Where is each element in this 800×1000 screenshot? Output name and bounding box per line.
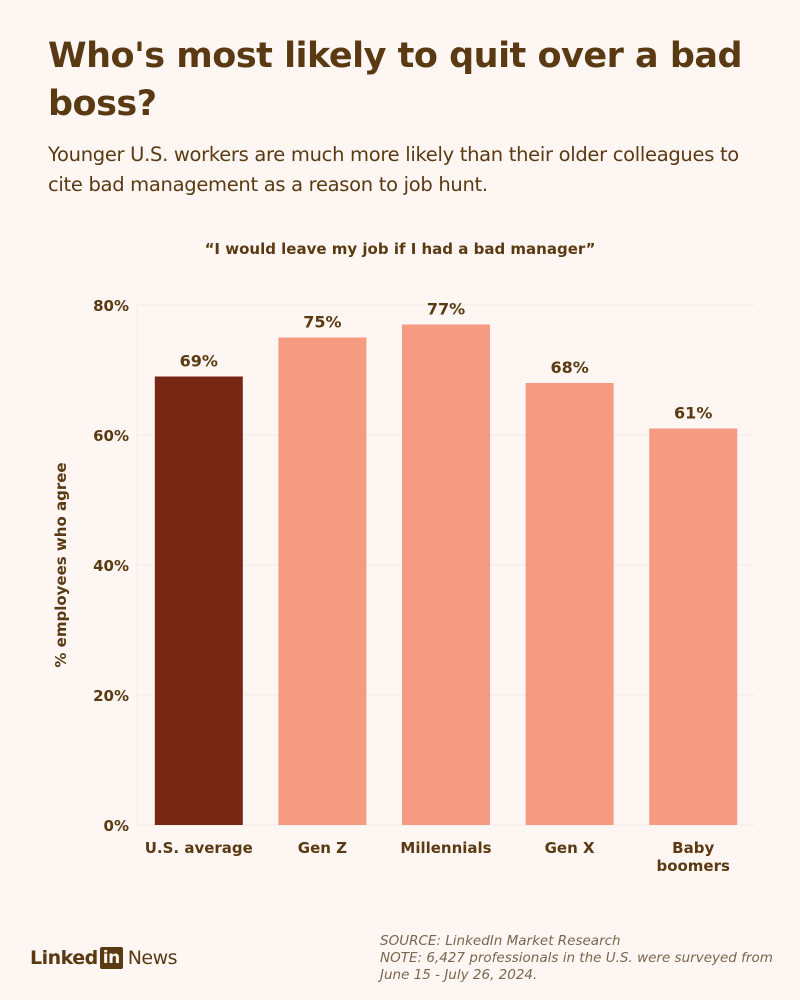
data-label: 69% — [180, 352, 218, 371]
data-label: 75% — [303, 313, 341, 332]
source-text: SOURCE: LinkedIn Market Research — [380, 933, 621, 949]
chart-title: “I would leave my job if I had a bad man… — [204, 240, 596, 258]
x-tick-label: Gen X — [545, 839, 595, 857]
bar-gen-z — [278, 337, 367, 825]
linkedin-news-logo: Linked in News — [30, 947, 178, 969]
x-tick-label: Millennials — [400, 839, 491, 857]
data-label: 68% — [550, 358, 588, 377]
x-tick-label: Gen Z — [298, 839, 347, 857]
note-text-1: NOTE: 6,427 professionals in the U.S. we… — [380, 950, 773, 966]
y-tick-label: 0% — [104, 817, 129, 835]
x-tick-label: boomers — [656, 857, 730, 875]
y-tick-label: 20% — [93, 687, 129, 705]
data-label: 61% — [674, 404, 712, 423]
bar-millennials — [402, 324, 490, 825]
bar-gen-x — [525, 383, 614, 825]
subtitle: Younger U.S. workers are much more likel… — [48, 143, 739, 196]
y-tick-label: 60% — [93, 427, 129, 445]
note-text-2: June 15 - July 26, 2024. — [380, 967, 538, 983]
y-axis-label: % employees who agree — [52, 462, 70, 667]
x-tick-label: Baby — [672, 839, 714, 857]
bar-chart: 0% 20% 40% 60% 80% % employees who agree 69% U.… — [52, 297, 755, 875]
y-tick-label: 40% — [93, 557, 129, 575]
data-label: 77% — [427, 300, 465, 319]
x-tick-label: U.S. average — [145, 839, 253, 857]
bar-u-s-average — [154, 376, 243, 825]
y-tick-label: 80% — [93, 297, 129, 315]
source-note: SOURCE: LinkedIn Market Research NOTE: 6… — [380, 933, 773, 984]
bar-baby-boomers — [649, 428, 738, 825]
page-title: Who's most likely to quit over a bad bos… — [48, 36, 743, 124]
